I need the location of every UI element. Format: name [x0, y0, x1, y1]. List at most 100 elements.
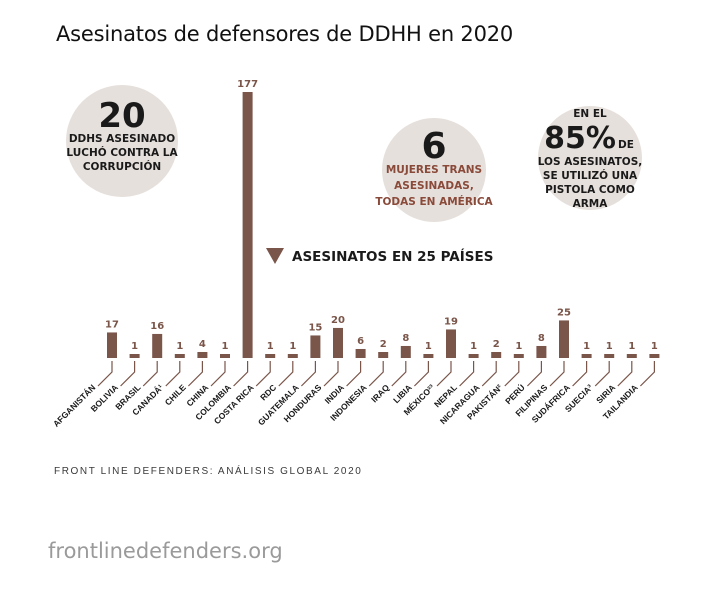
value-label: 1: [515, 341, 522, 352]
value-label: 8: [538, 333, 545, 344]
value-label: 1: [131, 341, 138, 352]
value-label: 16: [150, 321, 164, 332]
tick-leader: [346, 361, 362, 387]
callout-text: ARMA: [573, 198, 609, 210]
tick-leader: [210, 361, 226, 387]
callout-circle: [66, 85, 178, 197]
tick-leader: [165, 361, 181, 387]
bar-guatemala: [310, 335, 321, 358]
value-label: 2: [380, 339, 387, 350]
bars: [107, 92, 660, 358]
source-note: FRONT LINE DEFENDERS: ANÁLISIS GLOBAL 20…: [54, 466, 363, 477]
callout-text: DE: [618, 139, 634, 151]
tick-leader: [187, 361, 203, 387]
tick-leader: [594, 361, 610, 387]
value-labels: 17 1 16 1 4 1 177 1 1 15 20 6 2 8 1 19 1 2 1 8 25 1 1 1 1: [105, 79, 658, 352]
bar-china: [220, 354, 230, 358]
value-label: 20: [331, 315, 345, 326]
value-label: 1: [606, 341, 613, 352]
callout-text: LOS ASESINATOS,: [538, 156, 643, 168]
triangle-down-icon: [266, 248, 284, 264]
page-title: Asesinatos de defensores de DDHH en 2020: [56, 22, 514, 46]
value-label: 17: [105, 319, 119, 330]
value-label: 6: [357, 336, 364, 347]
tick-leader: [255, 361, 271, 387]
category-labels: AFGANISTÁNBOLIVIABRASILCANADÁ¹CHILECHINA…: [51, 361, 655, 429]
callout-big-number: 85%: [544, 121, 616, 156]
value-label: 19: [444, 316, 458, 327]
value-label: 1: [425, 341, 432, 352]
callout-text: DDHS ASESINADO: [69, 133, 175, 145]
bar-nepal: [468, 354, 479, 358]
annotation: ASESINATOS EN 25 PAÍSES: [266, 248, 493, 265]
value-label: 1: [583, 341, 590, 352]
bar-colombia: [242, 92, 253, 358]
tick-leader: [120, 361, 136, 387]
tick-leader: [639, 361, 655, 387]
tick-leader: [368, 361, 384, 387]
bar-suecia: [604, 354, 615, 358]
tick-leader: [391, 361, 407, 387]
callout-big-number: 20: [98, 96, 145, 136]
callout-circle: [538, 106, 642, 210]
bar-india: [355, 348, 366, 358]
value-label: 1: [628, 341, 635, 352]
bar-costarica: [265, 354, 276, 358]
tick-leader: [323, 361, 339, 387]
tick-label: IRAQ: [369, 382, 391, 404]
tick-leader: [481, 361, 497, 387]
bar-filipinas: [559, 320, 569, 358]
bar-siria: [626, 354, 637, 358]
tick-leader: [572, 361, 588, 387]
callout-text: CORRUPCIÓN: [83, 160, 161, 173]
bar-honduras: [333, 327, 343, 358]
value-label: 4: [199, 339, 206, 350]
bar-afganistn: [107, 332, 117, 358]
bar-libia: [423, 354, 434, 358]
bar-canad: [174, 354, 185, 358]
tick-leader: [233, 361, 249, 387]
tick-leader: [526, 361, 542, 387]
tick-leader: [142, 361, 158, 387]
tick-leader: [549, 361, 565, 387]
callout-text: TODAS EN AMÉRICA: [375, 195, 493, 208]
value-label: 25: [557, 307, 571, 318]
tick-label: RDC: [258, 382, 278, 402]
website-link[interactable]: frontlinedefenders.org: [48, 539, 283, 563]
callout-text: PISTOLA COMO: [545, 184, 635, 196]
tick-leader: [300, 361, 316, 387]
value-label: 1: [289, 341, 296, 352]
value-label: 2: [493, 339, 500, 350]
tick-leader: [617, 361, 633, 387]
bar-sudfrica: [581, 354, 592, 358]
value-label: 1: [176, 341, 183, 352]
callout-text: LUCHÓ CONTRA LA: [66, 146, 178, 159]
tick-leader: [413, 361, 429, 387]
bar-tailandia: [649, 354, 660, 358]
bar-rdc: [287, 354, 298, 358]
tick-leader: [459, 361, 475, 387]
callout-big-number: 6: [421, 126, 446, 167]
callout-text: SE UTILIZÓ UNA: [543, 169, 638, 182]
value-label: 177: [237, 79, 258, 90]
value-label: 1: [267, 341, 274, 352]
value-label: 1: [470, 341, 477, 352]
callout-text: ASESINADAS,: [394, 180, 474, 192]
bar-nicaragua: [491, 352, 502, 358]
value-label: 1: [222, 341, 229, 352]
value-label: 15: [308, 322, 322, 333]
bar-indonesia: [378, 352, 389, 358]
value-label: 8: [402, 333, 409, 344]
annotation-label: ASESINATOS EN 25 PAÍSES: [292, 248, 493, 265]
tick-leader: [97, 361, 113, 387]
bar-brasil: [152, 333, 163, 358]
callout-text: MUJERES TRANS: [386, 164, 482, 176]
bar-mxico: [446, 329, 456, 358]
tick-leader: [436, 361, 452, 387]
tick-leader: [278, 361, 294, 387]
bar-per: [536, 345, 547, 358]
bar-iraq: [400, 345, 411, 358]
callout-circle: [382, 118, 486, 222]
